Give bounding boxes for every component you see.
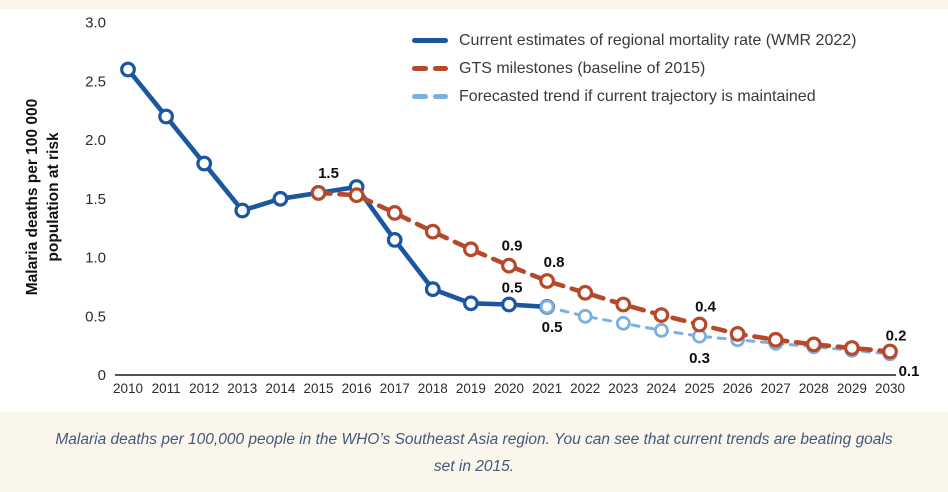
data-point-gts-2018 (424, 223, 441, 240)
data-point-gts-2017 (386, 204, 403, 221)
x-tick-label: 2025 (684, 381, 714, 396)
legend-item-wmr-label: Current estimates of regional mortality … (459, 31, 857, 49)
legend-item-forecast-label: Forecasted trend if current trajectory i… (459, 87, 816, 105)
data-point-gts-2028 (805, 336, 822, 353)
data-point-gts-2023 (615, 296, 632, 313)
series-line-gts (316, 190, 893, 354)
x-tick-label: 2020 (494, 381, 524, 396)
caption-line2: set in 2015. (433, 458, 515, 475)
value-label: 0.5 (502, 280, 523, 297)
data-point-wmr-2018 (424, 281, 441, 298)
x-tick-label: 2011 (152, 381, 181, 396)
x-tick-label: 2015 (303, 381, 333, 396)
x-tick-label: 2018 (418, 381, 448, 396)
legend-swatch-solid-line-icon (412, 38, 448, 43)
data-point-wmr-2013 (234, 202, 251, 219)
x-tick-label: 2019 (456, 381, 486, 396)
data-point-wmr-2011 (158, 108, 175, 125)
legend-swatch-dashed-line-icon (412, 66, 448, 71)
data-point-gts-2016 (348, 187, 365, 204)
value-label: 0.8 (544, 254, 565, 271)
data-point-wmr-2012 (196, 155, 213, 172)
data-point-gts-2021 (539, 273, 555, 289)
chart-canvas: 3.0 2.5 2.0 1.5 1.0 0.5 0 2010 2011 2012 2013 2014 2… (85, 15, 920, 397)
x-tick-label: 2027 (761, 381, 791, 396)
value-label: 0.2 (886, 328, 907, 345)
x-tick-label: 2013 (227, 381, 257, 396)
data-point-gts-2026 (729, 326, 746, 342)
chart-legend: Current estimates of regional mortality … (412, 31, 856, 106)
data-point-wmr-2017 (386, 231, 403, 248)
x-tick-label: 2014 (265, 381, 296, 396)
x-tick-label: 2022 (570, 381, 600, 396)
x-tick-label: 2010 (113, 381, 143, 396)
top-cream-strip (0, 0, 948, 9)
data-point-wmr-2010 (120, 61, 136, 78)
value-label: 0.1 (899, 363, 920, 380)
y-axis-title-line2: population at risk (45, 132, 62, 262)
y-axis-title-line1: Malaria deaths per 100 000 (24, 98, 41, 296)
data-point-gts-2024 (653, 307, 670, 324)
x-tick-label: 2023 (608, 381, 638, 396)
y-tick-label: 3.0 (85, 15, 106, 32)
data-point-forecast-2021 (539, 299, 555, 315)
x-tick-label: 2028 (799, 381, 829, 396)
y-tick-label: 0 (98, 367, 106, 384)
series-line-forecast (545, 305, 892, 356)
value-label: 0.4 (695, 299, 717, 316)
legend-item-gts: GTS milestones (baseline of 2015) (412, 59, 856, 78)
caption-line1: Malaria deaths per 100,000 people in the… (55, 431, 893, 448)
value-label: 1.5 (318, 165, 339, 182)
x-tick-label: 2017 (380, 381, 410, 396)
y-axis-title: Malaria deaths per 100 000 population at… (22, 37, 66, 357)
data-point-gts-2015 (310, 184, 327, 201)
value-label: 0.3 (689, 350, 710, 367)
y-tick-label: 2.5 (85, 73, 106, 90)
x-tick-label: 2021 (532, 381, 562, 396)
y-tick-label: 1.5 (85, 191, 106, 208)
legend-swatch-dashed-light-line-icon (412, 94, 448, 99)
y-tick-label: 0.5 (85, 308, 106, 325)
data-point-wmr-2019 (463, 295, 479, 312)
data-point-wmr-2020 (501, 296, 517, 313)
caption-band: Malaria deaths per 100,000 people in the… (0, 412, 948, 492)
legend-item-gts-label: GTS milestones (baseline of 2015) (459, 59, 706, 77)
data-point-gts-2020 (501, 257, 517, 274)
y-tick-label: 1.0 (85, 250, 106, 267)
value-label: 0.5 (542, 319, 563, 336)
data-point-forecast-2023 (615, 315, 631, 331)
y-tick-label: 2.0 (85, 132, 106, 149)
x-tick-label: 2029 (837, 381, 867, 396)
data-point-gts-2027 (767, 331, 784, 348)
data-point-forecast-2022 (577, 308, 593, 324)
data-point-gts-2030 (882, 343, 898, 360)
data-point-wmr-2014 (272, 190, 289, 207)
legend-item-forecast: Forecasted trend if current trajectory i… (412, 87, 856, 106)
x-tick-label: 2026 (723, 381, 753, 396)
x-tick-label: 2024 (646, 381, 677, 396)
data-point-gts-2029 (844, 340, 860, 356)
data-point-gts-2022 (577, 284, 594, 301)
legend-item-wmr: Current estimates of regional mortality … (412, 31, 856, 50)
x-tick-label: 2016 (342, 381, 372, 396)
data-point-forecast-2024 (654, 322, 669, 338)
data-point-gts-2019 (463, 241, 479, 258)
x-tick-label: 2030 (875, 381, 905, 396)
value-label: 0.9 (502, 238, 523, 255)
data-point-gts-2025 (691, 316, 708, 333)
x-tick-label: 2012 (189, 381, 219, 396)
